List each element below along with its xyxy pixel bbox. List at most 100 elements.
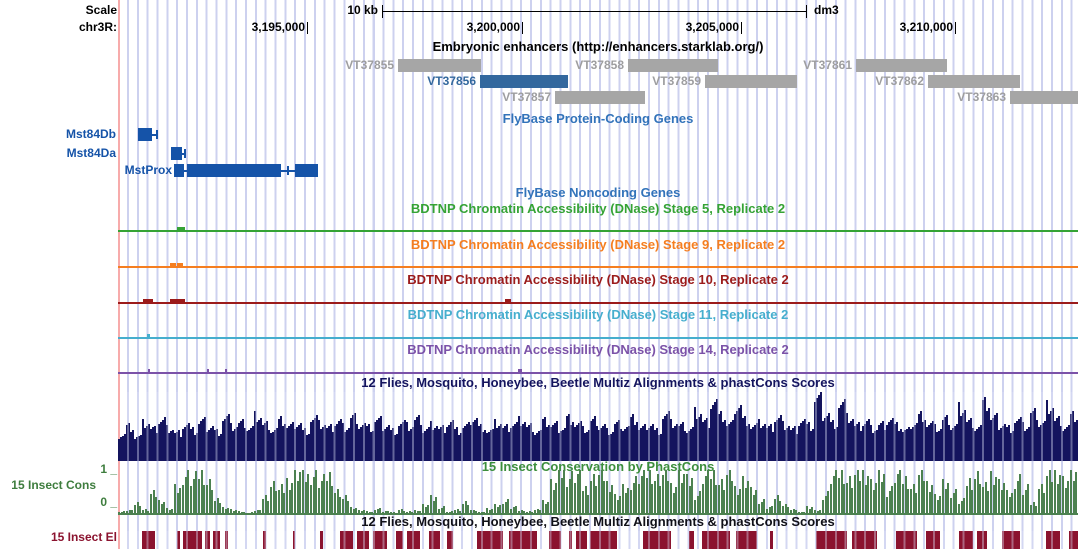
conserved-element-block[interactable] — [770, 531, 773, 549]
density-bar — [1067, 481, 1069, 514]
position-tick-label: 3,195,000 — [251, 20, 305, 34]
bdtnp-title-2[interactable]: BDTNP Chromatin Accessibility (DNase) St… — [407, 272, 789, 287]
density-bar — [688, 431, 690, 461]
conserved-element-block[interactable] — [357, 531, 369, 549]
conserved-element-block[interactable] — [407, 531, 420, 549]
bdtnp-title-1[interactable]: BDTNP Chromatin Accessibility (DNase) St… — [410, 237, 786, 252]
density-bar — [938, 431, 940, 461]
conserved-element-block[interactable] — [177, 531, 180, 549]
conserved-element-block[interactable] — [896, 531, 917, 549]
bdtnp-signal-baseline[interactable] — [118, 337, 1078, 339]
flybase-noncoding-title[interactable]: FlyBase Noncoding Genes — [515, 185, 681, 200]
conserved-element-block[interactable] — [263, 531, 266, 549]
conserved-element-block[interactable] — [977, 531, 987, 549]
conserved-element-block[interactable] — [477, 531, 503, 549]
density-bar — [682, 422, 684, 461]
bdtnp-signal-baseline[interactable] — [118, 266, 1078, 268]
elements-track-title[interactable]: 12 Flies, Mosquito, Honeybee, Beetle Mul… — [361, 514, 835, 529]
density-bar — [953, 493, 955, 514]
density-bar — [497, 507, 499, 514]
conserved-element-block[interactable] — [373, 531, 387, 549]
bdtnp-signal-baseline[interactable] — [118, 230, 1078, 232]
gene-exon[interactable] — [174, 164, 184, 177]
enhancer-bar[interactable] — [705, 75, 797, 88]
conserved-element-block[interactable] — [576, 531, 587, 549]
conserved-element-block[interactable] — [320, 531, 323, 549]
density-bar — [894, 483, 896, 514]
conserved-element-block[interactable] — [549, 531, 561, 549]
conserved-element-block[interactable] — [852, 531, 877, 549]
bdtnp-title-4[interactable]: BDTNP Chromatin Accessibility (DNase) St… — [407, 342, 789, 357]
density-bar — [426, 429, 428, 461]
conserved-element-block[interactable] — [225, 531, 228, 549]
gene-end-tick — [156, 130, 158, 139]
conserved-element-block[interactable] — [396, 531, 403, 549]
enhancer-bar[interactable] — [928, 75, 1020, 88]
gene-exon[interactable] — [295, 164, 318, 177]
bdtnp-title-3[interactable]: BDTNP Chromatin Accessibility (DNase) St… — [407, 307, 789, 322]
gene-exon[interactable] — [138, 128, 152, 141]
conserved-element-block[interactable] — [213, 531, 220, 549]
multiz-conservation-density-plot[interactable] — [118, 392, 1078, 461]
density-bar — [818, 395, 820, 461]
density-bar — [488, 432, 490, 461]
enhancer-bar[interactable] — [555, 91, 645, 104]
bdtnp-title-0[interactable]: BDTNP Chromatin Accessibility (DNase) St… — [410, 201, 786, 216]
density-bar — [947, 483, 949, 514]
conserved-element-block[interactable] — [509, 531, 537, 549]
density-bar — [142, 510, 144, 514]
conserved-element-block[interactable] — [429, 531, 440, 549]
phastcons-track-title[interactable]: 15 Insect Conservation by PhastCons — [481, 459, 715, 474]
enhancer-bar[interactable] — [628, 59, 718, 72]
density-bar — [944, 417, 946, 461]
conserved-element-block[interactable] — [1069, 531, 1078, 549]
density-bar — [442, 425, 444, 461]
conserved-element-block[interactable] — [1002, 531, 1020, 549]
enhancer-track-title[interactable]: Embryonic enhancers (http://enhancers.st… — [432, 39, 764, 54]
conserved-element-block[interactable] — [702, 531, 730, 549]
conserved-element-block[interactable] — [1046, 531, 1060, 549]
enhancer-bar[interactable] — [1010, 91, 1078, 104]
density-bar — [718, 485, 720, 514]
conserved-element-block[interactable] — [340, 531, 353, 549]
phastcons-axis-max: 1 _ — [100, 462, 117, 476]
conserved-element-block[interactable] — [183, 531, 202, 549]
gene-exon[interactable] — [187, 164, 281, 177]
phastcons-histogram[interactable] — [118, 470, 1078, 514]
density-bar — [244, 428, 246, 461]
density-bar — [678, 470, 680, 514]
gene-exon[interactable] — [171, 147, 182, 160]
density-bar — [360, 427, 362, 461]
density-bar — [123, 511, 125, 514]
density-bar — [137, 502, 139, 514]
density-bar — [1041, 484, 1043, 514]
bdtnp-signal-baseline[interactable] — [118, 372, 1078, 374]
enhancer-bar[interactable] — [398, 59, 481, 72]
density-bar — [778, 418, 780, 461]
conserved-element-block[interactable] — [569, 531, 572, 549]
conserved-element-block[interactable] — [447, 531, 453, 549]
density-bar — [347, 501, 349, 514]
conserved-element-block[interactable] — [205, 531, 210, 549]
conserved-element-block[interactable] — [293, 531, 295, 549]
conserved-element-block[interactable] — [736, 531, 757, 549]
conserved-element-block[interactable] — [926, 531, 940, 549]
density-bar — [889, 491, 891, 514]
conserved-element-block[interactable] — [142, 531, 155, 549]
position-tick — [307, 22, 308, 34]
density-bar — [508, 432, 510, 461]
enhancer-bar[interactable] — [480, 75, 568, 88]
conserved-element-block[interactable] — [959, 531, 973, 549]
conserved-element-block[interactable] — [816, 531, 847, 549]
multiz-track-title[interactable]: 12 Flies, Mosquito, Honeybee, Beetle Mul… — [361, 375, 835, 390]
bdtnp-signal-baseline[interactable] — [118, 302, 1078, 304]
density-bar — [570, 425, 572, 461]
enhancer-bar[interactable] — [856, 59, 947, 72]
density-bar — [486, 433, 488, 461]
insect-elements-track[interactable] — [118, 531, 1078, 549]
conserved-element-block[interactable] — [590, 531, 617, 549]
flybase-coding-title[interactable]: FlyBase Protein-Coding Genes — [502, 111, 694, 126]
conserved-element-block[interactable] — [643, 531, 671, 549]
conserved-element-block[interactable] — [689, 531, 694, 549]
density-bar — [1054, 470, 1056, 514]
